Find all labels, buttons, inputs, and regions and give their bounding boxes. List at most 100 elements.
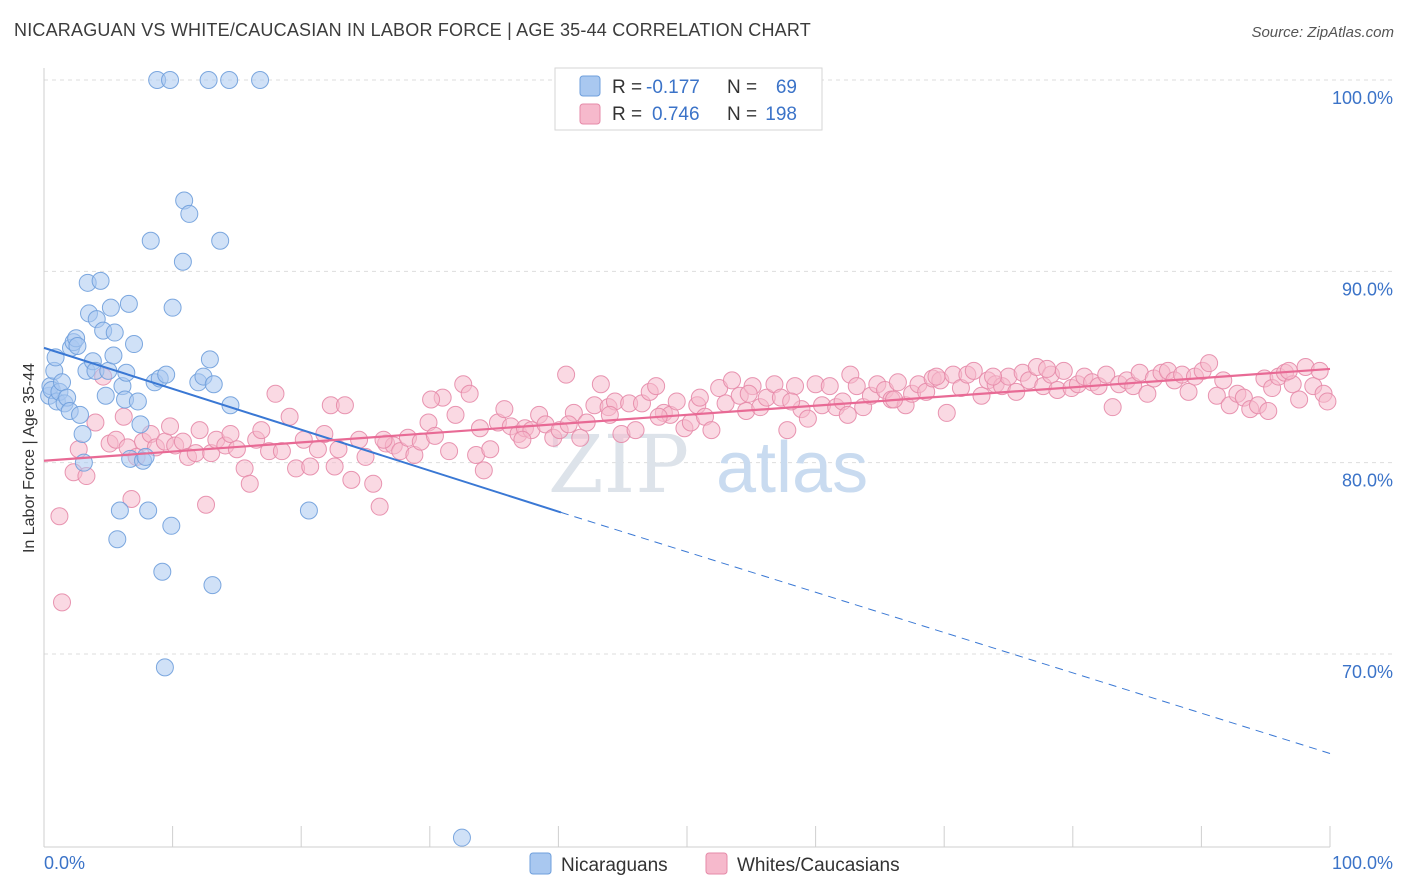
white-caucasian-point [1054,361,1073,380]
bottom-legend: Nicaraguans Whites/Caucasians [529,852,900,876]
white-caucasian-point [280,407,299,426]
white-caucasian-point [221,424,240,443]
nicaraguan-point [155,658,174,677]
chart-source: Source: ZipAtlas.com [1251,24,1394,41]
nicaraguan-point [299,501,318,520]
nicaraguan-point [141,231,160,250]
white-caucasian-point [786,377,805,396]
white-caucasian-point [972,386,991,405]
nicaraguan-point [136,447,155,466]
nicaraguan-point [68,336,87,355]
white-caucasian-point [1207,386,1226,405]
legend-r-value-pink: 0.746 [652,104,700,125]
nicaraguan-point [157,365,176,384]
white-caucasian-point [782,392,801,411]
legend-swatch-pink [579,103,601,125]
legend-r-label-blue: R = [612,77,642,98]
white-caucasian-point [474,461,493,480]
white-caucasian-point [53,593,72,612]
white-caucasian-point [122,490,141,509]
nicaraguan-point [153,562,172,581]
nicaraguan-point [73,424,92,443]
legend-n-label-pink: N = [727,104,757,125]
white-caucasian-point [342,470,361,489]
legend-box: R = -0.177 N = 69 R = 0.746 N = 198 [554,67,823,131]
white-caucasian-point [647,377,666,396]
white-caucasian-point [1200,354,1219,373]
nicaraguan-point [204,375,223,394]
nicaraguan-point [53,373,72,392]
white-caucasian-point [513,430,532,449]
nicaraguan-point [180,204,199,223]
white-caucasian-point [50,507,69,526]
nicaraguan-point [163,298,182,317]
trend-lines [43,346,1331,754]
x-tick-label-max: 100.0% [1332,853,1393,873]
grid-lines [44,79,1394,655]
nicaraguan-point [119,294,138,313]
nicaraguan-point [139,501,158,520]
nicaraguan-point [117,363,136,382]
white-caucasian-point [1290,390,1309,409]
nicaraguan-point [71,405,90,424]
legend-n-value-blue: 69 [776,77,797,98]
legend-n-value-pink: 198 [765,104,797,125]
white-caucasian-point [197,495,216,514]
nicaraguan-point [108,530,127,549]
y-axis-title: In Labor Force | Age 35-44 [21,363,38,553]
x-tick-label-min: 0.0% [44,853,85,873]
nicaraguan-point [161,71,180,89]
nicaraguan-point [251,71,270,89]
white-caucasian-point [798,409,817,428]
nicaraguan-point [162,516,181,535]
white-caucasian-point [86,413,105,432]
white-caucasian-point [240,474,259,493]
nicaraguan-point [211,231,230,250]
white-caucasian-point [838,405,857,424]
white-caucasian-point [667,392,686,411]
white-caucasian-point [1038,359,1057,378]
white-caucasian-point [325,457,344,476]
white-caucasian-point [186,444,205,463]
bottom-legend-swatch-nicaraguans [529,852,552,875]
white-caucasian-point [364,474,383,493]
white-caucasian-point [1318,392,1337,411]
watermark: ZIP atlas [548,418,868,511]
white-caucasian-point [301,457,320,476]
white-caucasian-point [723,371,742,390]
nicaraguan-point [125,335,144,354]
white-caucasian-point [446,405,465,424]
bottom-legend-label-nicaraguans: Nicaraguans [561,855,668,876]
nicaraguan-point [101,298,120,317]
nicaraguan-trend-line [43,346,562,514]
chart-title: NICARAGUAN VS WHITE/CAUCASIAN IN LABOR F… [14,20,811,40]
white-caucasian-point [847,377,866,396]
white-caucasian-point [481,440,500,459]
y-tick-label: 80.0% [1342,471,1393,491]
white-caucasian-point [252,421,271,440]
white-caucasian-point [888,373,907,392]
white-caucasian-point [161,417,180,436]
white-caucasian-point [984,367,1003,386]
white-caucasian-point [114,407,133,426]
white-caucasian-point [964,361,983,380]
white-caucasian-point [778,421,797,440]
white-caucasian-point [440,442,459,461]
nicaraguan-point [131,415,150,434]
nicaraguan-point [200,350,219,369]
white-caucasian-point [374,430,393,449]
white-caucasian-point [235,459,254,478]
legend-r-label-pink: R = [612,104,642,125]
white-caucasian-point [1138,384,1157,403]
white-caucasian-point [335,396,354,415]
y-tick-label: 70.0% [1342,662,1393,682]
white-caucasian-point [690,388,709,407]
legend-swatch-blue [579,75,601,97]
white-caucasian-point [1179,382,1198,401]
white-caucasian-point [425,426,444,445]
white-caucasian-point [370,497,389,516]
white-caucasian-point [1103,398,1122,417]
white-caucasian-point [422,390,441,409]
legend-r-value-blue: -0.177 [646,77,700,98]
y-tick-label: 90.0% [1342,279,1393,299]
